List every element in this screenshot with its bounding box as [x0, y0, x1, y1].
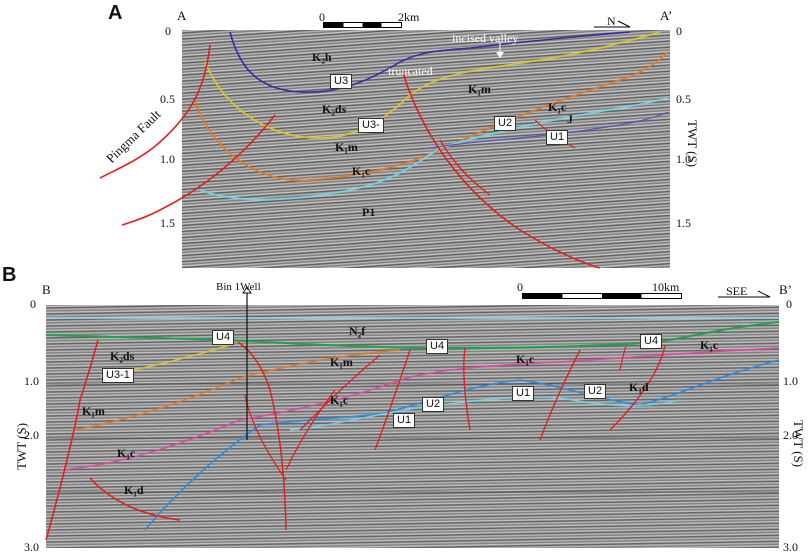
panel-b-left-tick-3: 3.0 — [24, 540, 39, 554]
panel-b-box-u1-a: U1 — [393, 413, 416, 428]
panel-b-right-tick-1: 1.0 — [783, 374, 798, 388]
panel-a-formation-2: K₂ds — [322, 102, 347, 116]
panel-b-formation-8: K₁d — [124, 483, 144, 497]
panel-b-formation-1: N₂f — [349, 324, 366, 338]
panel-b-left-label: B — [42, 282, 51, 297]
panel-a-right-tick-0: 0 — [676, 24, 682, 38]
panel-b-left-tick-1: 1.0 — [24, 374, 39, 388]
panel-a-right-tick-1: 0.5 — [676, 92, 691, 106]
panel-b-box-u1-b: U1 — [512, 386, 535, 401]
panel-a-right-label: A’ — [660, 8, 673, 23]
panel-b-right-tick-0: 0 — [786, 297, 792, 311]
panel-a-box-u3-: U3- — [358, 118, 384, 133]
panel-b-left-tick-0: 0 — [30, 297, 36, 311]
panel-b-axis-title-right: TWT (S) — [791, 420, 806, 468]
panel-b-letter: B — [2, 264, 17, 286]
panel-b-direction-label: SEE — [726, 284, 748, 298]
panel-a-right-tick-2: 1.0 — [676, 152, 691, 166]
panel-b-right-tick-2: 2.0 — [783, 428, 798, 442]
panel-a-formation-7: J — [567, 112, 573, 126]
panel-a-formation-6: K₁c — [352, 164, 371, 178]
panel-a-scale-end: 2km — [398, 10, 420, 24]
panel-b-box-u4-c: U4 — [640, 334, 663, 349]
panel-a-north-label: N — [607, 14, 616, 28]
panel-b-well-label: Bin 1Well — [216, 281, 261, 293]
panel-a-formation-4: K₁m — [335, 140, 358, 154]
panel-a-box-u3: U3 — [330, 74, 353, 89]
panel-b-box-u2-a: U2 — [422, 397, 445, 412]
panel-b-box-u3-1: U3-1 — [102, 368, 134, 383]
panel-a-formation-3: K₁m — [468, 82, 491, 96]
panel-a-truncated-label: truncated — [388, 64, 433, 78]
panel-a-letter: A — [108, 2, 123, 24]
panel-b-formation-7: K₁c — [117, 446, 136, 460]
panel-a-left-tick-3: 1.5 — [160, 216, 175, 230]
panel-a-formation-8: P1 — [362, 205, 376, 219]
panel-b-scale-start: 0 — [517, 280, 523, 294]
panel-b-formation-3: K₁m — [330, 355, 353, 369]
panel-a-incised-valley-label: incised valley — [452, 31, 519, 45]
panel-a-left-tick-2: 1.0 — [160, 152, 175, 166]
panel-a-fault-label: Pingma Fault — [103, 106, 164, 166]
panel-a-left-tick-1: 0.5 — [160, 92, 175, 106]
panel-b-box-u2-b: U2 — [584, 384, 607, 399]
panel-a-formation-1: K₂h — [312, 50, 332, 64]
panel-b-formation-5: K₁c — [516, 352, 535, 366]
panel-b-formation-6: K₁c — [330, 393, 349, 407]
panel-b-scale-end: 10km — [652, 280, 680, 294]
panel-b-right-label: B’ — [779, 282, 792, 297]
panel-a-right-tick-3: 1.5 — [676, 216, 691, 230]
panel-a-left-label: A — [177, 8, 187, 23]
panel-b-formation-2: K₂ds — [110, 349, 135, 363]
panel-a-axis-title: TWT (S) — [685, 120, 700, 168]
panel-b-box-u4-b: U4 — [426, 339, 449, 354]
panel-b-box-u4-a: U4 — [212, 330, 235, 345]
panel-b-scale-bar — [522, 293, 682, 299]
panel-a-box-u2: U2 — [494, 116, 517, 131]
panel-b-formation-10: K₁c — [700, 338, 719, 352]
panel-b-left-tick-2: 2.0 — [24, 428, 39, 442]
panel-b-right-tick-3: 3.0 — [783, 540, 798, 554]
panel-a-formation-5: K₁c — [548, 100, 567, 114]
panel-a-scale-bar — [323, 22, 402, 28]
panel-a-scale-start: 0 — [319, 10, 325, 24]
panel-a-box-u1: U1 — [546, 130, 569, 145]
panel-b-axis-title-left: TWT (S) — [14, 422, 29, 470]
panel-a-left-tick-0: 0 — [165, 24, 171, 38]
panel-b-formation-4: K₁m — [82, 404, 105, 418]
panel-b-formation-9: K₁d — [629, 380, 649, 394]
